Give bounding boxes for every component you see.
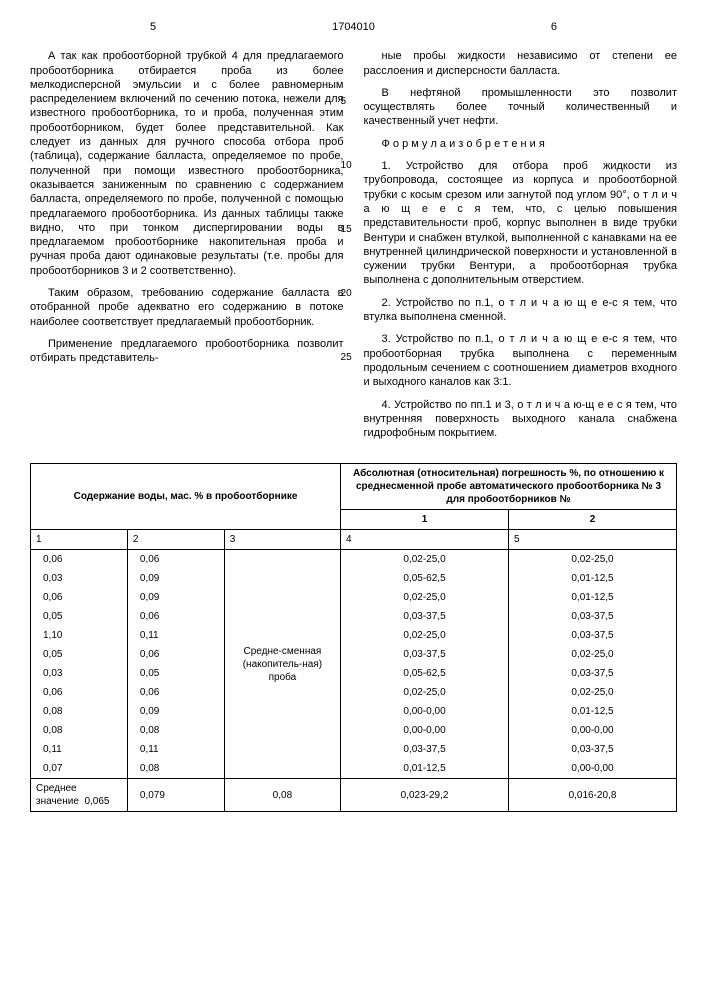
page-left: 5 [150,20,156,34]
row-c2: 0,06 [127,683,224,702]
th-sub2: 2 [509,510,677,530]
lm-5: 5 [341,97,352,107]
row-c5: 0,02-25,0 [509,645,677,664]
row-c5: 0,02-25,0 [509,550,677,570]
lm-20: 20 [341,289,352,299]
lm-15: 15 [341,225,352,235]
right-column: ные пробы жидкости независимо от степени… [364,49,678,448]
coln-5: 5 [509,530,677,550]
row-c4: 0,01-12,5 [341,759,509,779]
doc-number: 1704010 [332,20,375,34]
row-c1: 0,08 [31,702,128,721]
row-c5: 0,03-37,5 [509,626,677,645]
row-c1: 1,10 [31,626,128,645]
row-c1: 0,08 [31,721,128,740]
left-p1: А так как пробоотборной трубкой 4 для пр… [30,49,344,278]
row-c1: 0,07 [31,759,128,779]
formula-title: Ф о р м у л а и з о б р е т е н и я [364,137,678,151]
row-c2: 0,05 [127,664,224,683]
text-columns: А так как пробоотборной трубкой 4 для пр… [30,49,677,448]
claim-3: 3. Устройство по п.1, о т л и ч а ю щ е … [364,332,678,389]
f-c5: 0,016-20,8 [509,779,677,812]
footer-label: Среднее значение 0,065 [31,779,128,812]
row-c1: 0,03 [31,664,128,683]
row-c1: 0,06 [31,588,128,607]
row-c5: 0,02-25,0 [509,683,677,702]
col3-label: Средне-сменная (накопитель-ная) проба [224,550,340,779]
claim-1: 1. Устройство для отбора проб жидкости и… [364,159,678,288]
row-c2: 0,09 [127,702,224,721]
f-c3: 0,08 [224,779,340,812]
row-c2: 0,11 [127,626,224,645]
row-c4: 0,02-25,0 [341,588,509,607]
page-header: 5 1704010 6 [30,20,677,34]
row-c2: 0,06 [127,645,224,664]
th-left: Содержание воды, мас. % в пробоотборнике [31,464,341,530]
row-c1: 0,05 [31,607,128,626]
row-c4: 0,05-62,5 [341,569,509,588]
claim-4: 4. Устройство по пп.1 и 3, о т л и ч а ю… [364,398,678,441]
row-c5: 0,00-0,00 [509,759,677,779]
row-c2: 0,08 [127,721,224,740]
row-c1: 0,06 [31,550,128,570]
data-table: Содержание воды, мас. % в пробоотборнике… [30,463,677,812]
row-c1: 0,06 [31,683,128,702]
coln-1: 1 [31,530,128,550]
row-c4: 0,05-62,5 [341,664,509,683]
row-c4: 0,03-37,5 [341,740,509,759]
row-c4: 0,03-37,5 [341,607,509,626]
f-c4: 0,023-29,2 [341,779,509,812]
row-c4: 0,00-0,00 [341,702,509,721]
left-p2: Таким образом, требованию содержание бал… [30,286,344,329]
row-c2: 0,09 [127,588,224,607]
row-c4: 0,02-25,0 [341,550,509,570]
coln-3: 3 [224,530,340,550]
row-c2: 0,08 [127,759,224,779]
row-c1: 0,05 [31,645,128,664]
row-c4: 0,02-25,0 [341,683,509,702]
row-c5: 0,03-37,5 [509,607,677,626]
page-right: 6 [551,20,557,34]
row-c4: 0,03-37,5 [341,645,509,664]
th-right: Абсолютная (относительная) погрешность %… [341,464,677,510]
row-c2: 0,11 [127,740,224,759]
row-c1: 0,03 [31,569,128,588]
left-column: А так как пробоотборной трубкой 4 для пр… [30,49,344,448]
row-c5: 0,00-0,00 [509,721,677,740]
row-c2: 0,06 [127,550,224,570]
lm-25: 25 [341,353,352,363]
lm-10: 10 [341,161,352,171]
coln-4: 4 [341,530,509,550]
row-c2: 0,06 [127,607,224,626]
row-c5: 0,03-37,5 [509,740,677,759]
right-p2: В нефтяной промышленности это позволит о… [364,86,678,129]
row-c5: 0,03-37,5 [509,664,677,683]
row-c4: 0,00-0,00 [341,721,509,740]
row-c4: 0,02-25,0 [341,626,509,645]
line-markers: 5 10 15 20 25 [341,49,352,363]
row-c5: 0,01-12,5 [509,588,677,607]
row-c1: 0,11 [31,740,128,759]
left-p3: Применение предлагаемого пробоотборника … [30,337,344,366]
coln-2: 2 [127,530,224,550]
claim-2: 2. Устройство по п.1, о т л и ч а ю щ е … [364,296,678,325]
row-c2: 0,09 [127,569,224,588]
th-sub1: 1 [341,510,509,530]
row-c5: 0,01-12,5 [509,569,677,588]
row-c5: 0,01-12,5 [509,702,677,721]
right-p1: ные пробы жидкости независимо от степени… [364,49,678,78]
f-c2: 0,079 [127,779,224,812]
